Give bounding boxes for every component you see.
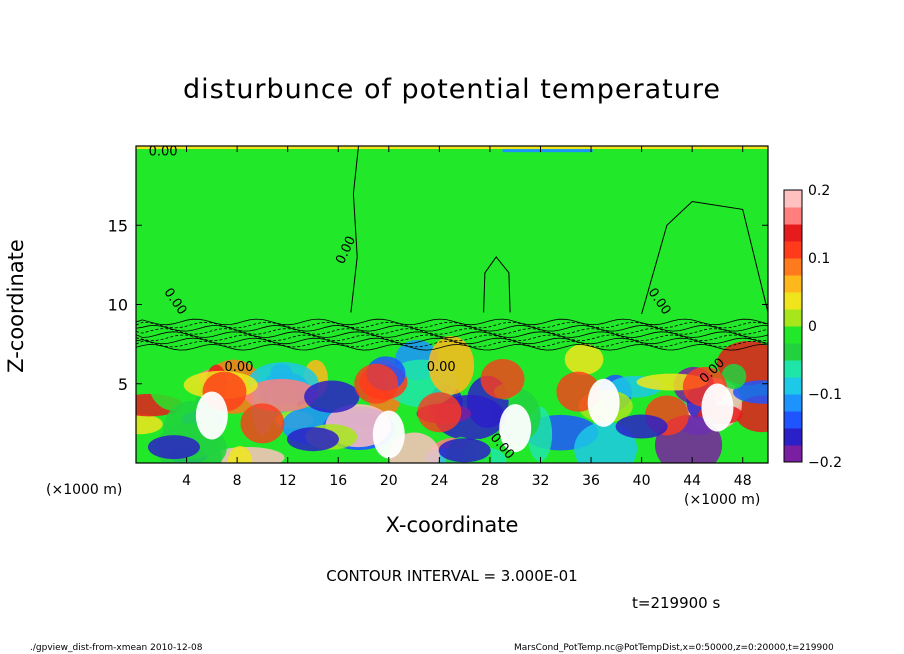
- contour-line: [136, 318, 768, 326]
- colorbar-swatch: [784, 190, 802, 208]
- top-boundary-band: [136, 146, 768, 149]
- x-tick-label: 20: [380, 473, 398, 489]
- colorbar-tick-label: 0.1: [808, 251, 830, 267]
- colorbar-tick-label: 0.2: [808, 183, 830, 199]
- heatmap-field: 0.000.000.00 0.000.00 0.000.000.00: [136, 145, 768, 463]
- colorbar-swatch: [784, 377, 802, 395]
- contour-line: [136, 340, 768, 348]
- colorbar-swatch: [784, 224, 802, 242]
- colorbar-frame: [783, 189, 803, 463]
- warm-anomaly: [240, 403, 285, 444]
- contour-interval-note: CONTOUR INTERVAL = 3.000E-01: [326, 567, 578, 585]
- x-axis-label: X-coordinate: [385, 513, 519, 537]
- contour-label: 0.00: [224, 360, 253, 375]
- contour-line: [136, 328, 768, 335]
- colorbar-swatch: [784, 343, 802, 361]
- cold-anomaly: [438, 438, 491, 463]
- contour-line: [136, 331, 768, 338]
- field-cell: [428, 336, 475, 395]
- colorbar-tick-label: −0.2: [808, 455, 842, 471]
- strong-warm-anomaly: [195, 391, 228, 440]
- strong-warm-anomaly: [701, 383, 734, 432]
- cold-anomaly: [147, 435, 200, 460]
- x-tick-label: 28: [481, 473, 499, 489]
- x-tick-label: 44: [683, 473, 701, 489]
- contour-line: [136, 343, 768, 351]
- chart-title: disturbunce of potential temperature: [183, 74, 721, 105]
- field-cell: [136, 414, 163, 435]
- cold-anomaly: [286, 427, 339, 452]
- x-unit-label-left: (×1000 m): [46, 482, 123, 498]
- footer-command: ./gpview_dist-from-xmean 2010-12-08: [30, 643, 203, 653]
- contour-line: [483, 256, 511, 313]
- contour-line: [350, 146, 359, 313]
- field-cell: [304, 380, 360, 413]
- x-tick-label: 12: [279, 473, 297, 489]
- colorbar-tick-label: 0: [808, 319, 817, 335]
- contour-label: 0.00: [427, 360, 456, 375]
- x-tick-label: 36: [582, 473, 600, 489]
- colorbar-swatch: [784, 292, 802, 310]
- colorbar-swatch: [784, 445, 802, 463]
- contour-label: 0.00: [149, 145, 178, 160]
- field-cell: [148, 355, 200, 411]
- strong-warm-anomaly: [587, 378, 620, 427]
- top-cold-patch: [502, 149, 593, 153]
- y-tick-label: 5: [118, 375, 128, 394]
- x-tick-label: 16: [329, 473, 347, 489]
- field-cell: [564, 343, 604, 375]
- colorbar-tick-label: −0.1: [808, 387, 842, 403]
- colorbar-swatch: [784, 309, 802, 327]
- contour-line: [641, 200, 768, 315]
- field-cell: [735, 395, 768, 433]
- y-tick-label: 10: [108, 296, 128, 315]
- contour-line: [136, 334, 768, 342]
- time-stamp: t=219900 s: [632, 594, 721, 612]
- x-tick-label: 24: [430, 473, 448, 489]
- footer-source: MarsCond_PotTemp.nc@PotTempDist,x=0:5000…: [514, 643, 834, 653]
- warm-anomaly: [417, 392, 462, 433]
- colorbar-swatch: [784, 326, 802, 344]
- x-tick-label: 48: [734, 473, 752, 489]
- colorbar-swatch: [784, 411, 802, 429]
- x-tick-label: 4: [182, 473, 191, 489]
- warm-anomaly: [480, 358, 525, 399]
- contour-line: [136, 321, 768, 329]
- y-tick-label: 15: [108, 216, 128, 235]
- colorbar-swatch: [784, 207, 802, 225]
- strong-warm-anomaly: [499, 404, 532, 453]
- colorbar-swatch: [784, 428, 802, 446]
- strong-warm-anomaly: [372, 410, 405, 459]
- x-tick-label: 8: [233, 473, 242, 489]
- x-tick-label: 40: [633, 473, 651, 489]
- contour-line: [136, 324, 768, 332]
- contour-line: [136, 337, 768, 345]
- colorbar-swatch: [784, 258, 802, 276]
- x-unit-label-right: (×1000 m): [684, 492, 761, 508]
- y-axis-label: Z-coordinate: [4, 239, 28, 373]
- field-cell: [721, 363, 747, 390]
- x-tick-label: 32: [532, 473, 550, 489]
- warm-anomaly: [354, 363, 399, 404]
- field-cell: [227, 446, 253, 463]
- colorbar-swatch: [784, 394, 802, 412]
- cold-anomaly: [615, 414, 668, 439]
- colorbar-swatch: [784, 360, 802, 378]
- colorbar-swatch: [784, 275, 802, 293]
- colorbar-swatch: [784, 241, 802, 259]
